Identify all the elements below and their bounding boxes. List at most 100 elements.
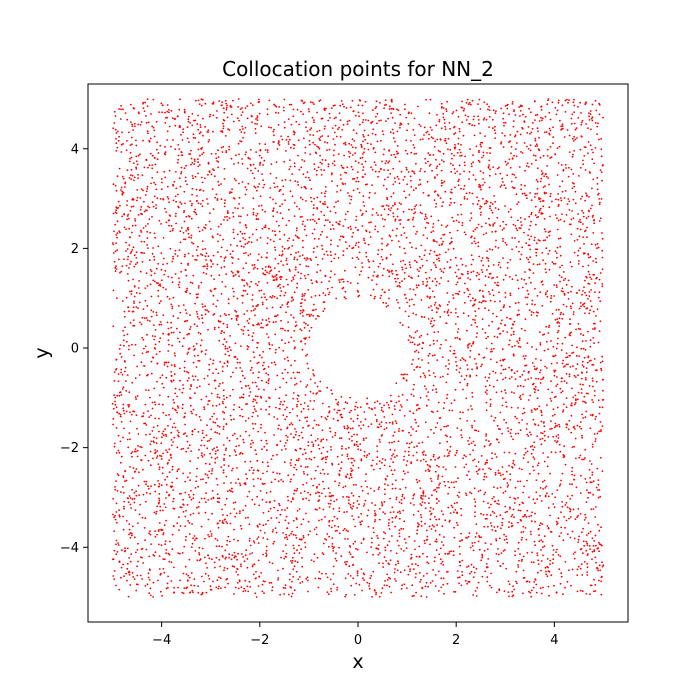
collocation-point (540, 539, 543, 541)
collocation-point (470, 235, 473, 238)
collocation-point (484, 284, 487, 287)
collocation-point (201, 547, 204, 550)
collocation-point (188, 115, 190, 118)
collocation-point (302, 471, 305, 473)
collocation-point (194, 119, 197, 122)
collocation-point (432, 455, 435, 458)
collocation-point (577, 374, 579, 377)
collocation-point (543, 218, 546, 220)
collocation-point (224, 345, 227, 348)
collocation-point (563, 220, 566, 223)
collocation-point (549, 215, 551, 218)
collocation-point (150, 295, 153, 298)
collocation-point (342, 486, 345, 489)
collocation-point (458, 130, 461, 133)
collocation-point (155, 120, 158, 123)
collocation-point (115, 553, 118, 556)
collocation-point (181, 591, 184, 594)
collocation-point (581, 195, 583, 198)
collocation-point (500, 184, 503, 187)
collocation-point (200, 253, 202, 256)
collocation-point (192, 591, 194, 594)
collocation-point (191, 113, 194, 115)
collocation-point (439, 442, 441, 445)
collocation-point (559, 483, 562, 485)
collocation-point (545, 271, 547, 274)
collocation-point (414, 259, 416, 262)
collocation-point (507, 580, 510, 583)
collocation-point (312, 408, 315, 411)
collocation-point (321, 158, 324, 161)
collocation-point (496, 276, 499, 278)
collocation-point (440, 541, 443, 543)
collocation-point (217, 326, 220, 329)
collocation-point (243, 279, 246, 282)
collocation-point (296, 561, 299, 564)
collocation-point (378, 486, 380, 489)
collocation-point (455, 451, 458, 454)
collocation-point (261, 208, 264, 211)
collocation-point (332, 507, 335, 510)
collocation-point (186, 580, 189, 582)
collocation-point (234, 207, 237, 209)
collocation-point (446, 435, 448, 438)
collocation-point (531, 127, 534, 130)
collocation-point (348, 496, 350, 499)
collocation-point (260, 439, 263, 442)
collocation-point (322, 542, 325, 545)
collocation-point (165, 552, 168, 555)
collocation-point (484, 135, 486, 138)
collocation-point (305, 482, 308, 484)
collocation-point (456, 511, 458, 514)
collocation-point (157, 463, 160, 465)
collocation-point (166, 295, 169, 298)
collocation-point (196, 296, 198, 299)
collocation-point (545, 325, 548, 328)
collocation-point (344, 141, 347, 144)
collocation-point (493, 222, 496, 224)
collocation-point (247, 417, 250, 420)
collocation-point (556, 318, 559, 320)
collocation-point (351, 154, 354, 156)
collocation-point (132, 306, 135, 309)
collocation-point (210, 472, 213, 475)
collocation-point (133, 497, 136, 500)
collocation-point (280, 254, 283, 257)
collocation-point (142, 308, 145, 310)
collocation-point (318, 390, 320, 392)
collocation-point (592, 364, 595, 366)
collocation-point (283, 233, 286, 236)
collocation-point (328, 148, 331, 151)
collocation-point (453, 590, 455, 593)
collocation-point (594, 556, 597, 559)
collocation-point (490, 415, 493, 417)
collocation-point (138, 280, 141, 282)
collocation-point (159, 144, 162, 147)
collocation-point (213, 328, 216, 331)
collocation-point (335, 116, 337, 119)
collocation-point (388, 275, 391, 278)
collocation-point (226, 544, 228, 546)
collocation-point (357, 291, 360, 293)
collocation-point (475, 523, 478, 526)
collocation-point (303, 185, 306, 188)
collocation-point (333, 206, 336, 208)
collocation-point (210, 456, 213, 459)
collocation-point (346, 495, 348, 498)
collocation-point (290, 377, 293, 379)
collocation-point (329, 503, 332, 505)
collocation-point (530, 561, 533, 563)
collocation-point (273, 295, 276, 298)
collocation-point (462, 358, 465, 361)
collocation-point (596, 242, 599, 245)
collocation-point (537, 424, 540, 427)
collocation-point (553, 374, 556, 377)
collocation-point (585, 294, 588, 297)
collocation-point (156, 450, 159, 452)
collocation-point (197, 506, 200, 508)
collocation-point (162, 533, 165, 536)
collocation-point (424, 271, 427, 274)
collocation-point (541, 283, 544, 286)
collocation-point (136, 565, 139, 568)
collocation-point (174, 273, 177, 275)
